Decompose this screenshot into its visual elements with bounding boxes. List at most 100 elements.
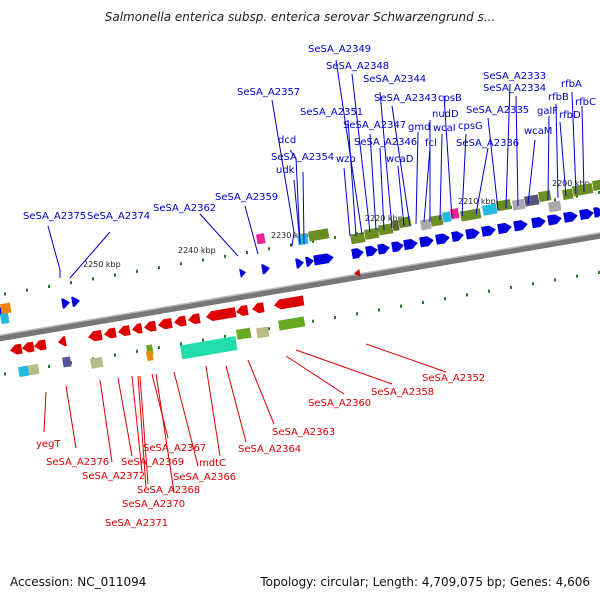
gene-label: SeSA_A2346 [354, 137, 417, 148]
gene-arrow [10, 343, 23, 355]
gene-arrow [377, 243, 390, 255]
cog-box [496, 199, 512, 212]
cog-box [255, 233, 266, 245]
gene-label: SeSA_A2357 [237, 87, 300, 98]
leader-line [487, 117, 499, 211]
leader-line [289, 149, 301, 245]
kbp-label: 2230 kbp [271, 231, 309, 240]
cog-box [364, 227, 380, 240]
gene-label: SeSA_A2372 [82, 471, 145, 482]
leader-line [581, 105, 585, 193]
gene-arrow [144, 320, 157, 332]
cog-boxes [0, 179, 600, 378]
gene-label: SeSA_A2360 [308, 398, 371, 409]
gene-label: SeSA_A2368 [137, 485, 200, 496]
leader-line [505, 83, 511, 209]
gene-arrow [435, 233, 450, 245]
leader-line [423, 147, 431, 223]
cog-box [429, 214, 444, 227]
leader-line [244, 205, 259, 255]
gene-label: SeSA_A2352 [422, 373, 485, 384]
cog-box [482, 203, 498, 216]
gene-label: SeSA_A2359 [215, 192, 278, 203]
cog-box [278, 316, 306, 331]
leader-line [43, 391, 47, 433]
leader-line [205, 365, 221, 457]
gene-label: gmd [408, 122, 430, 133]
gene-label: nudD [432, 109, 459, 120]
leader-line [515, 95, 519, 207]
cog-box [0, 302, 12, 315]
gene-label: SeSA_A2370 [122, 499, 185, 510]
gene-label: SeSA_A2369 [121, 457, 184, 468]
gene-label: cpsG [458, 121, 483, 132]
gene-arrow [132, 323, 143, 334]
gene-arrow [236, 304, 249, 316]
leader-line [475, 147, 489, 215]
leader-line [397, 165, 405, 227]
gene-label: galF [537, 106, 558, 117]
kbp-label: 2200 kbp [552, 179, 590, 188]
leader-line [391, 105, 411, 227]
cog-box [350, 232, 366, 245]
gene-label: SeSA_A2366 [173, 472, 236, 483]
gene-arrow [513, 220, 528, 232]
leader-line [559, 121, 567, 197]
leader-line [443, 95, 453, 219]
gene-label: wcaM [524, 126, 552, 137]
gene-arrow [87, 329, 103, 342]
cog-box [236, 327, 252, 340]
leader-line [293, 179, 301, 245]
leader-line [99, 379, 113, 463]
leader-line [151, 373, 169, 439]
leader-line [155, 373, 175, 493]
cog-box [62, 356, 72, 368]
leader-line [369, 133, 377, 231]
gene-arrow [117, 325, 131, 337]
leader-line [461, 133, 467, 217]
cog-box [89, 356, 104, 369]
leader-line [555, 103, 559, 199]
gene-label: SeSA_A2371 [105, 518, 168, 529]
cog-box [548, 200, 562, 213]
gene-arrow [593, 207, 600, 218]
cog-box [419, 218, 432, 231]
leader-line [247, 359, 275, 425]
bottom-gene-labels: yegT SeSA_A2376 SeSA_A2372 SeSA_A2369 SeSA_A… [36, 373, 485, 529]
leader-line [137, 375, 147, 489]
leader-line [365, 343, 447, 373]
leader-line [379, 147, 385, 231]
backbone [0, 232, 600, 342]
cog-box [307, 228, 330, 242]
cog-box [442, 211, 452, 223]
leader-line [117, 377, 133, 457]
gene-label: SeSA_A2351 [300, 107, 363, 118]
leader-line [225, 365, 247, 443]
gene-arrow [305, 256, 314, 267]
cog-box [392, 220, 400, 232]
gene-label: wcaI [433, 123, 456, 134]
accession-text: Accession: NC_011094 [10, 575, 147, 589]
gene-arrow [465, 228, 480, 240]
gene-label: SeSA_A2333 [483, 71, 546, 82]
gene-arrow [451, 231, 464, 242]
leader-line [302, 171, 305, 245]
leader-line [547, 115, 550, 201]
cog-box [572, 183, 594, 197]
gene-label: SeSA_A2347 [343, 120, 406, 131]
gene-arrow [0, 307, 4, 318]
gene-arrow [251, 302, 265, 314]
gene-arrow [313, 253, 334, 266]
forward-strand-genes [0, 207, 600, 318]
cog-box [28, 363, 40, 376]
cog-box [397, 216, 412, 229]
cog-box [378, 223, 394, 236]
gene-arrow [547, 214, 562, 226]
leader-line [343, 167, 351, 237]
cog-box [256, 326, 270, 339]
leader-line [69, 231, 111, 279]
gene-arrow [239, 268, 246, 279]
gene-arrow [21, 341, 35, 353]
gene-label: rfbB [548, 92, 569, 103]
leader-line [139, 375, 149, 485]
